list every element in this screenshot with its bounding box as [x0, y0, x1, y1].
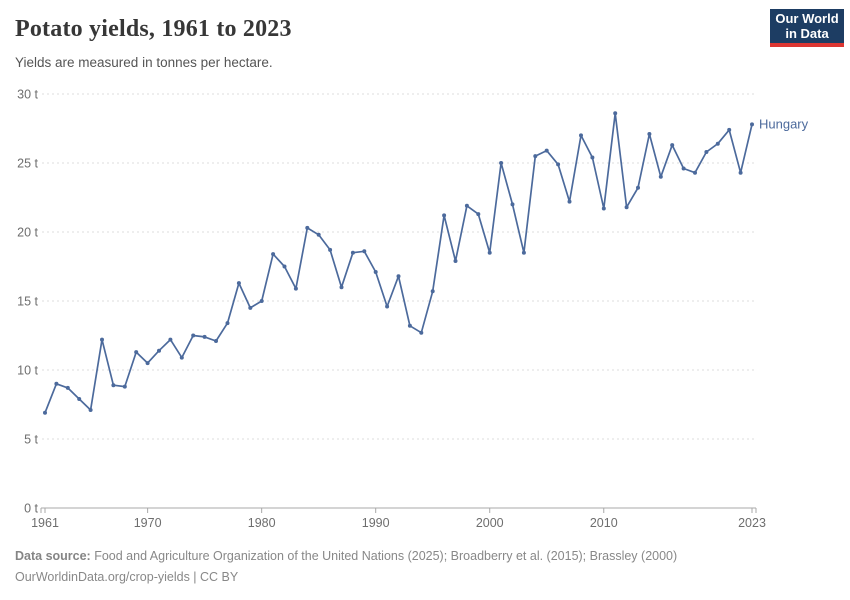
x-axis-tick-label: 2023 — [738, 516, 766, 530]
data-point[interactable] — [305, 225, 310, 230]
data-point[interactable] — [727, 127, 732, 132]
footer-link-line[interactable]: OurWorldinData.org/crop-yields | CC BY — [15, 570, 239, 584]
chart-footer: Data source: Food and Agriculture Organi… — [15, 546, 677, 588]
owid-logo[interactable]: Our World in Data — [770, 9, 844, 47]
y-axis-tick-label: 20 t — [17, 226, 38, 240]
data-point[interactable] — [681, 166, 686, 171]
data-point[interactable] — [248, 305, 253, 310]
data-point[interactable] — [704, 150, 709, 154]
data-source-line: Data source: Food and Agriculture Organi… — [15, 546, 677, 567]
data-point[interactable] — [134, 350, 139, 355]
data-point[interactable] — [453, 259, 458, 263]
data-point[interactable] — [715, 141, 720, 146]
data-point[interactable] — [236, 281, 241, 286]
data-point[interactable] — [100, 337, 104, 342]
data-point[interactable] — [693, 170, 697, 175]
data-point[interactable] — [157, 348, 161, 353]
data-point[interactable] — [202, 334, 207, 339]
data-source-text: Food and Agriculture Organization of the… — [90, 549, 678, 563]
data-point[interactable] — [590, 155, 595, 160]
y-axis-tick-label: 10 t — [17, 364, 38, 378]
x-axis-tick-label: 1970 — [134, 516, 162, 530]
y-axis-tick-label: 0 t — [24, 502, 38, 516]
data-point[interactable] — [145, 361, 150, 366]
data-point[interactable] — [636, 185, 640, 190]
data-point[interactable] — [179, 355, 184, 360]
data-point[interactable] — [362, 249, 367, 254]
data-point[interactable] — [293, 286, 298, 291]
x-axis-tick-label: 1980 — [248, 516, 276, 530]
chart-title: Potato yields, 1961 to 2023 — [15, 16, 292, 42]
series-end-label: Hungary — [759, 116, 809, 131]
data-point[interactable] — [339, 285, 344, 290]
data-point[interactable] — [658, 174, 663, 179]
data-source-label: Data source: — [15, 549, 91, 563]
data-point[interactable] — [464, 203, 469, 208]
data-point[interactable] — [601, 206, 606, 211]
data-point[interactable] — [647, 132, 652, 136]
data-point[interactable] — [111, 383, 116, 388]
data-point[interactable] — [407, 323, 412, 328]
chart-subtitle: Yields are measured in tonnes per hectar… — [15, 55, 273, 70]
data-point[interactable] — [54, 381, 59, 386]
data-point[interactable] — [510, 202, 515, 207]
data-point[interactable] — [533, 154, 538, 159]
data-point[interactable] — [43, 410, 47, 415]
data-point[interactable] — [396, 274, 401, 279]
y-axis-tick-label: 15 t — [17, 295, 38, 309]
data-point[interactable] — [499, 161, 504, 165]
data-point[interactable] — [442, 213, 447, 218]
data-point[interactable] — [476, 212, 481, 217]
y-axis-tick-label: 25 t — [17, 157, 38, 171]
data-point[interactable] — [556, 162, 561, 167]
data-point[interactable] — [122, 384, 127, 389]
x-axis-tick-label: 2010 — [590, 516, 618, 530]
data-point[interactable] — [225, 321, 230, 326]
data-point[interactable] — [282, 264, 287, 269]
data-point[interactable] — [419, 330, 424, 335]
x-axis-tick-label: 2000 — [476, 516, 504, 530]
data-point[interactable] — [328, 247, 333, 252]
series-line — [44, 112, 753, 414]
data-point[interactable] — [350, 250, 355, 255]
data-point[interactable] — [430, 289, 435, 294]
x-axis-tick-label: 1961 — [31, 516, 59, 530]
data-point[interactable] — [750, 122, 754, 127]
data-point[interactable] — [191, 333, 196, 338]
y-axis-tick-label: 5 t — [24, 433, 38, 447]
data-point[interactable] — [487, 250, 492, 255]
data-point[interactable] — [670, 143, 675, 148]
data-point[interactable] — [567, 199, 572, 204]
data-point[interactable] — [544, 148, 549, 153]
data-point[interactable] — [521, 250, 526, 255]
data-point[interactable] — [738, 170, 743, 175]
y-axis-tick-label: 30 t — [17, 88, 38, 102]
data-point[interactable] — [373, 270, 378, 274]
data-point[interactable] — [624, 205, 629, 210]
data-point[interactable] — [65, 385, 70, 390]
owid-logo-text: Our World in Data — [775, 11, 839, 41]
data-point[interactable] — [613, 111, 618, 116]
data-point[interactable] — [316, 232, 321, 237]
data-point[interactable] — [385, 304, 390, 309]
data-point[interactable] — [168, 337, 173, 342]
x-axis-tick-label: 1990 — [362, 516, 390, 530]
data-point[interactable] — [214, 339, 218, 343]
data-point[interactable] — [77, 397, 82, 401]
data-point[interactable] — [88, 408, 93, 412]
data-point[interactable] — [579, 133, 583, 138]
data-point[interactable] — [259, 299, 264, 303]
data-point[interactable] — [271, 252, 276, 257]
